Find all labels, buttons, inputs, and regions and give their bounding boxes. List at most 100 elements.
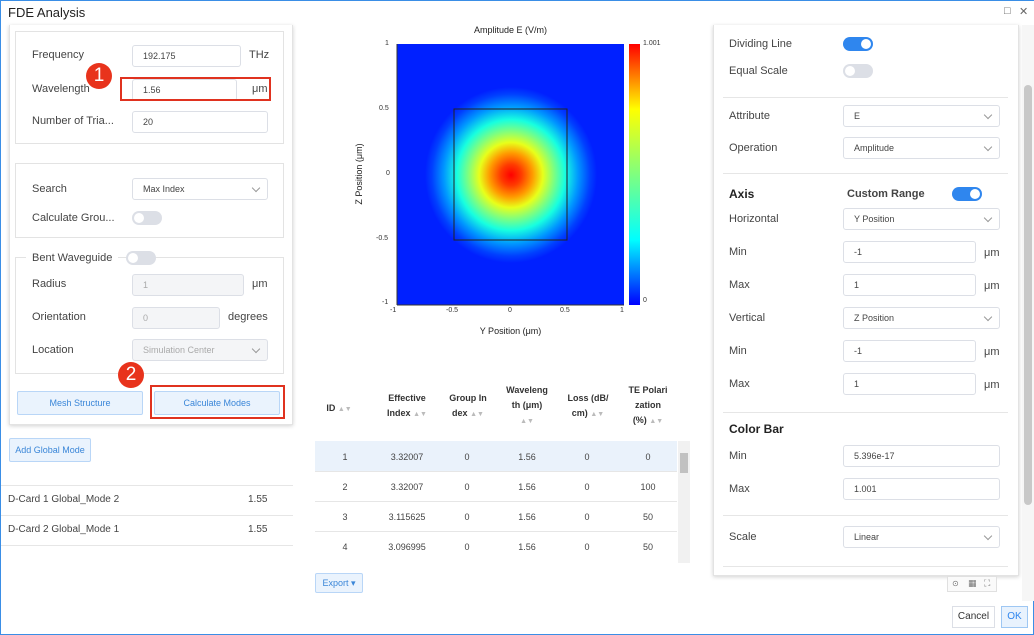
operation-select-value: Amplitude: [854, 143, 895, 153]
mesh-structure-button[interactable]: Mesh Structure: [17, 391, 143, 415]
vmin-unit: μm: [984, 346, 1000, 358]
table-cell: 1.56: [518, 512, 536, 522]
maximize-icon[interactable]: □: [1004, 5, 1011, 17]
column-header-loss[interactable]: Loss (dB/cm) ▲▼: [567, 393, 609, 418]
equal-scale-toggle[interactable]: [843, 64, 873, 78]
column-header-id[interactable]: ID ▲▼: [326, 403, 352, 413]
global-mode-name[interactable]: D-Card 2 Global_Mode 1: [8, 524, 120, 535]
scale-select[interactable]: Linear: [843, 526, 1000, 548]
operation-label: Operation: [729, 142, 778, 154]
calculate-modes-button[interactable]: Calculate Modes: [154, 391, 280, 415]
add-global-mode-button[interactable]: Add Global Mode: [9, 438, 91, 462]
scale-select-value: Linear: [854, 532, 880, 542]
vertical-select[interactable]: Z Position: [843, 307, 1000, 329]
dividing-line-toggle[interactable]: [843, 37, 873, 51]
colorbar-section-title: Color Bar: [729, 422, 784, 436]
axis-section-title: Axis: [729, 187, 755, 201]
vertical-select-value: Z Position: [854, 313, 895, 323]
chevron-down-icon: [983, 142, 993, 152]
location-label: Location: [32, 344, 74, 356]
colorbar: [629, 44, 640, 305]
radius-label: Radius: [32, 278, 67, 290]
table-cell: 0: [584, 452, 590, 462]
vmax-unit: μm: [984, 379, 1000, 391]
panel-scrollbar[interactable]: [1022, 25, 1034, 601]
table-scrollbar[interactable]: [678, 441, 690, 563]
y-tick: 0: [386, 170, 390, 177]
wavelength-label: Wavelength: [32, 83, 90, 95]
search-label: Search: [32, 183, 67, 195]
x-tick: 1: [620, 307, 624, 314]
cancel-button[interactable]: Cancel: [952, 606, 995, 628]
cmin-label: Min: [729, 450, 747, 462]
horizontal-label: Horizontal: [729, 213, 779, 225]
table-cell: 4: [342, 542, 348, 552]
global-mode-name[interactable]: D-Card 1 Global_Mode 2: [8, 494, 120, 505]
vmin-label: Min: [729, 345, 747, 357]
orientation-input[interactable]: 0: [132, 307, 220, 329]
fullscreen-icon[interactable]: ⛶: [984, 578, 991, 588]
bent-waveguide-toggle[interactable]: [126, 251, 156, 265]
table-cell: 0: [584, 482, 590, 492]
wavelength-highlight: [120, 77, 271, 101]
colorbar-min-input[interactable]: 5.396e-17: [843, 445, 1000, 467]
grid-icon[interactable]: ▦: [968, 578, 977, 588]
table-cell: 1.56: [518, 452, 536, 462]
horizontal-select[interactable]: Y Position: [843, 208, 1000, 230]
custom-range-toggle[interactable]: [952, 187, 982, 201]
table-cell: 0: [584, 512, 590, 522]
column-header-group-index[interactable]: Group In dex ▲▼: [449, 393, 487, 418]
orientation-unit: degrees: [228, 311, 268, 323]
table-cell: 1: [342, 452, 348, 462]
table-cell: 100: [640, 482, 656, 492]
vertical-label: Vertical: [729, 312, 766, 324]
location-select-value: Simulation Center: [143, 345, 215, 355]
table-cell: 0: [464, 542, 470, 552]
operation-select[interactable]: Amplitude: [843, 137, 1000, 159]
attribute-label: Attribute: [729, 110, 770, 122]
num-trial-input[interactable]: 20: [132, 111, 268, 133]
table-cell: 3: [342, 512, 348, 522]
orientation-label: Orientation: [32, 311, 86, 323]
cmax-label: Max: [729, 483, 750, 495]
ok-button[interactable]: OK: [1001, 606, 1028, 628]
radius-input[interactable]: 1: [132, 274, 244, 296]
window-title: FDE Analysis: [8, 5, 86, 20]
attribute-select[interactable]: E: [843, 105, 1000, 127]
radius-unit: μm: [252, 278, 268, 290]
annotation-badge-2: 2: [118, 362, 144, 388]
crosshair-icon[interactable]: ⊙: [952, 579, 959, 588]
export-button[interactable]: Export ▾: [315, 573, 363, 593]
y-tick: 0.5: [379, 105, 389, 112]
column-header-te-polarization[interactable]: TE Polari zation (%) ▲▼: [628, 385, 668, 425]
scrollbar-thumb[interactable]: [680, 453, 688, 473]
frequency-input[interactable]: 192.175: [132, 45, 241, 67]
chevron-down-icon: [251, 344, 261, 354]
location-select[interactable]: Simulation Center: [132, 339, 268, 361]
table-row-selected[interactable]: [315, 441, 677, 471]
vmax-input[interactable]: 1: [843, 373, 976, 395]
hmin-input[interactable]: -1: [843, 241, 976, 263]
colorbar-max-input[interactable]: 1.001: [843, 478, 1000, 500]
calc-group-toggle[interactable]: [132, 211, 162, 225]
close-icon[interactable]: ✕: [1019, 6, 1029, 18]
column-header-effective-index[interactable]: Effective Index ▲▼: [387, 393, 427, 418]
hmin-label: Min: [729, 246, 747, 258]
hmax-input[interactable]: 1: [843, 274, 976, 296]
x-tick: -0.5: [446, 307, 459, 314]
hmax-unit: μm: [984, 280, 1000, 292]
global-mode-value: 1.55: [248, 524, 268, 535]
attribute-select-value: E: [854, 111, 861, 121]
table-cell: 50: [642, 542, 653, 552]
hmax-label: Max: [729, 279, 750, 291]
colorbar-min-label: 0: [643, 297, 647, 304]
annotation-badge-1: 1: [86, 63, 112, 89]
table-cell: 3.32007: [390, 452, 424, 462]
x-axis-label: Y Position (μm): [479, 326, 542, 336]
table-cell: 1.56: [518, 482, 536, 492]
colorbar-max-label: 1.001: [643, 40, 661, 47]
search-select[interactable]: Max Index: [132, 178, 268, 200]
panel-scrollbar-thumb[interactable]: [1024, 85, 1032, 505]
column-header-wavelength[interactable]: Waveleng th (μm) ▲▼: [506, 385, 548, 425]
vmin-input[interactable]: -1: [843, 340, 976, 362]
